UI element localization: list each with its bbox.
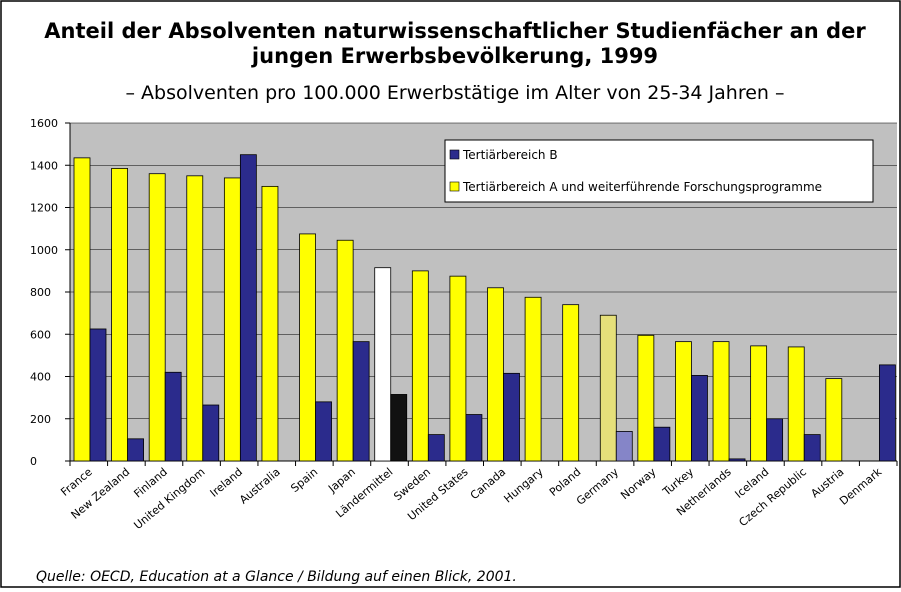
y-tick-label: 1400 [30,159,58,172]
bar [223,177,241,462]
y-tick-label: 800 [30,286,51,299]
bar [487,287,504,462]
bar [127,438,144,462]
bar [524,296,542,462]
bar [637,334,655,462]
bar [315,401,332,462]
legend-box [444,139,874,203]
bar [766,418,784,462]
chart-title: Anteil der Absolventen naturwissenschaft… [44,19,866,43]
bar [787,346,805,462]
y-tick-label: 1600 [30,117,58,130]
bar [299,233,316,462]
bar [352,341,370,462]
bar [675,341,692,462]
y-tick-label: 0 [30,455,37,468]
bar [427,434,445,462]
bar [449,275,467,462]
bar [599,314,617,462]
bar [712,341,730,462]
bar [615,431,633,462]
bar [503,372,520,462]
bar [261,185,279,462]
legend-swatch [449,181,460,192]
legend-label: Tertiärbereich A und weiterführende Fors… [462,180,822,194]
bar [111,168,128,462]
bar [73,157,91,462]
bar [825,378,843,462]
source: Quelle: OECD, Education at a Glance / Bi… [36,569,517,585]
bar [202,404,220,462]
bar [374,267,392,462]
y-tick-label: 200 [30,413,51,426]
bar [89,328,107,462]
bar [879,364,896,462]
bar [691,375,708,462]
legend-swatch [449,149,460,160]
chart-title: jungen Erwerbsbevölkerung, 1999 [251,44,658,68]
legend-label: Tertiärbereich B [462,148,558,162]
bar [803,434,821,462]
y-tick-label: 1200 [30,202,58,215]
bar [465,414,483,462]
bar [336,239,354,462]
bar [390,394,408,462]
y-tick-label: 600 [30,328,51,341]
bar [411,270,429,462]
bar [186,175,204,462]
bar [164,371,182,462]
bar [148,173,166,462]
bar [562,304,580,462]
bar [653,426,671,462]
y-tick-label: 1000 [30,244,58,257]
bar [239,154,257,462]
bar [728,458,746,462]
chart-subtitle: – Absolventen pro 100.000 Erwerbstätige … [126,82,785,104]
y-tick-label: 400 [30,371,51,384]
bar [750,345,768,462]
